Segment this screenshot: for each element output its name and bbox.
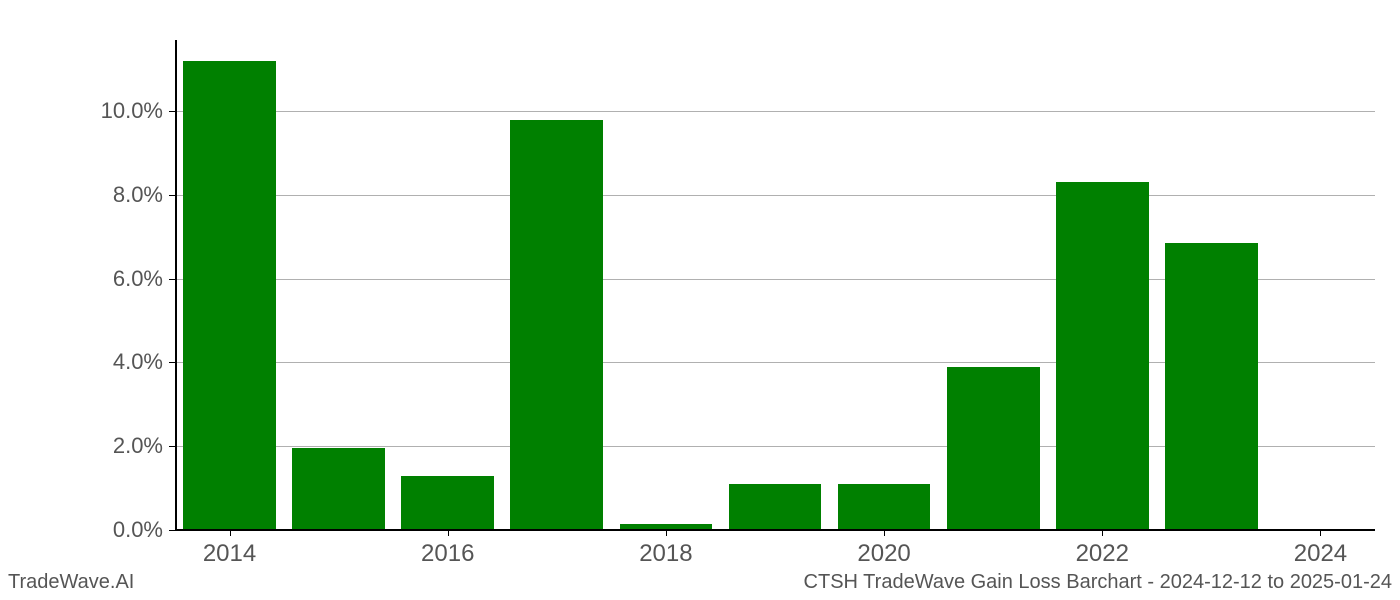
chart-container: 0.0% 2.0% 4.0% 6.0% 8.0% 10.0% 2014 2016 2018 202…	[0, 0, 1400, 600]
x-tick-mark	[666, 530, 667, 536]
bar	[729, 484, 822, 530]
x-tick-mark	[1320, 530, 1321, 536]
x-tick-mark	[884, 530, 885, 536]
chart-caption: CTSH TradeWave Gain Loss Barchart - 2024…	[804, 571, 1392, 594]
y-axis-label: 2.0%	[63, 433, 163, 459]
bar	[292, 448, 385, 530]
y-axis-label: 0.0%	[63, 517, 163, 543]
x-tick-mark	[448, 530, 449, 536]
branding-label: TradeWave.AI	[8, 571, 134, 594]
bar	[183, 61, 276, 530]
x-axis-line	[175, 529, 1375, 531]
x-tick-mark	[230, 530, 231, 536]
x-axis-label: 2018	[639, 540, 692, 568]
grid-line	[175, 195, 1375, 196]
x-axis-label: 2016	[421, 540, 474, 568]
bar	[401, 476, 494, 530]
x-axis-label: 2020	[857, 540, 910, 568]
bar	[510, 120, 603, 530]
bar	[838, 484, 931, 530]
plot-area: 0.0%2.0%4.0%6.0%8.0%10.0%201420162018202…	[175, 40, 1375, 530]
y-axis-label: 10.0%	[63, 98, 163, 124]
x-axis-label: 2022	[1076, 540, 1129, 568]
bar	[1056, 182, 1149, 530]
y-axis-label: 4.0%	[63, 349, 163, 375]
x-axis-label: 2014	[203, 540, 256, 568]
bar	[947, 367, 1040, 530]
grid-line	[175, 111, 1375, 112]
bar	[1165, 243, 1258, 530]
y-axis-label: 6.0%	[63, 266, 163, 292]
x-tick-mark	[1102, 530, 1103, 536]
y-axis-line	[175, 40, 177, 530]
y-axis-label: 8.0%	[63, 182, 163, 208]
x-axis-label: 2024	[1294, 540, 1347, 568]
